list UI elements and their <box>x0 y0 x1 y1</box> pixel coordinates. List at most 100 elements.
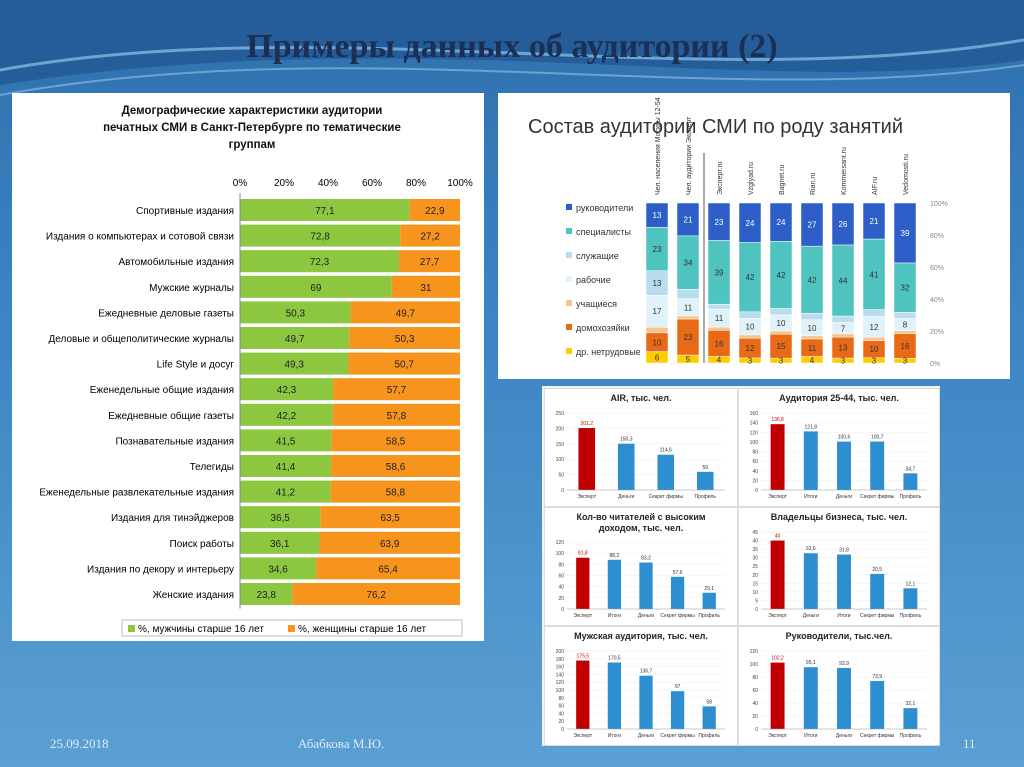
y-tick-label: 5 <box>755 598 758 604</box>
data-label: 83,2 <box>641 556 651 562</box>
male-bar <box>240 429 332 452</box>
y-tick-label: 160 <box>750 411 759 417</box>
segment-label: 10 <box>777 319 786 328</box>
bar <box>639 562 653 609</box>
data-label: 29,1 <box>704 586 714 592</box>
female-bar <box>331 429 460 452</box>
demographics-chart-title: Демографические характеристики аудитории… <box>103 105 401 151</box>
category-label: Деньги <box>638 733 654 739</box>
segment-label: 34 <box>684 259 693 268</box>
data-label: 73,9 <box>872 674 882 680</box>
footer-author: Абабкова М.Ю. <box>298 736 385 751</box>
bar <box>903 708 918 729</box>
legend-label: рабочие <box>576 275 611 285</box>
y-tick-label: 10 <box>752 590 758 596</box>
male-data-label: 36,5 <box>270 513 290 524</box>
female-data-label: 22,9 <box>425 206 445 217</box>
segment-label: 5 <box>686 355 691 364</box>
y-tick-label: 150 <box>556 442 565 448</box>
female-data-label: 58,6 <box>386 462 406 473</box>
bar <box>837 667 851 729</box>
segment-label: 32 <box>901 284 910 293</box>
occupation-segment <box>738 311 762 319</box>
segment-label: 15 <box>777 342 786 351</box>
female-bar <box>333 378 460 401</box>
legend-label-female: %, женщины старше 16 лет <box>298 624 426 635</box>
category-label: Профиль <box>900 733 922 739</box>
y-tick-label: 120 <box>556 680 565 686</box>
category-label: Автомобильные издания <box>118 256 234 268</box>
legend-swatch <box>566 228 572 234</box>
category-label: Чел. населения Москвы 12-54 <box>655 97 662 195</box>
category-label: Эксперт <box>768 494 787 500</box>
header-wave-decoration <box>0 0 1024 96</box>
category-label: Профиль <box>694 494 716 500</box>
segment-label: 11 <box>684 303 693 312</box>
female-bar <box>350 301 460 324</box>
segment-label: 41 <box>870 270 879 279</box>
y-tick-label: 50 <box>558 473 564 479</box>
segment-label: 10 <box>653 338 662 347</box>
category-label: Чел. аудитории Эксперт <box>686 116 693 195</box>
segment-label: 23 <box>715 218 724 227</box>
y-tick-label: 40 <box>752 701 758 707</box>
female-bar <box>391 275 460 298</box>
y-tick-label: 80% <box>930 233 944 240</box>
male-bar <box>240 403 333 426</box>
segment-label: 3 <box>872 356 877 365</box>
male-data-label: 49,3 <box>284 360 304 371</box>
y-tick-label: 100 <box>556 551 565 557</box>
category-label: Итоги <box>837 613 850 619</box>
bar <box>657 454 675 490</box>
male-data-label: 41,2 <box>276 488 296 499</box>
category-label: Эксперт <box>768 613 787 619</box>
female-bar <box>399 250 460 273</box>
occupation-segment <box>707 326 731 331</box>
female-data-label: 57,7 <box>387 385 407 396</box>
segment-label: 10 <box>746 323 755 332</box>
segment-label: 13 <box>839 344 848 353</box>
category-label: Vedomosti.ru <box>903 154 910 195</box>
y-tick-label: 0% <box>930 361 940 368</box>
male-data-label: 49,7 <box>285 334 305 345</box>
female-data-label: 27,7 <box>420 257 440 268</box>
y-tick-label: 35 <box>752 547 758 553</box>
category-label: Секрет фирмы <box>860 494 895 500</box>
y-tick-label: 15 <box>752 581 758 587</box>
segment-label: 3 <box>841 357 846 366</box>
male-bar <box>240 378 334 401</box>
occupation-segment <box>800 356 824 364</box>
male-data-label: 42,3 <box>277 385 297 396</box>
bar <box>803 431 818 490</box>
mini-chart-title: Руководители, тыс.чел. <box>785 631 893 641</box>
y-tick-label: 80 <box>558 562 564 568</box>
category-label: Эксперт.ru <box>717 161 724 195</box>
category-label: Телегиды <box>190 462 234 473</box>
legend-label: учащиеся <box>576 299 617 309</box>
female-data-label: 31 <box>420 283 432 294</box>
segment-label: 16 <box>901 342 910 351</box>
bar <box>803 553 818 609</box>
demographics-chart: 0% 20% 40% 60% 80% 100% Спортивные издания 77,1… <box>39 178 473 637</box>
category-label: Деньги <box>638 613 654 619</box>
slide-title: Примеры данных об аудитории (2) <box>246 28 778 65</box>
male-bar <box>240 583 293 605</box>
male-data-label: 72,8 <box>310 232 330 243</box>
legend-swatch <box>566 204 572 210</box>
category-label: Познавательные издания <box>115 436 234 447</box>
male-data-label: 41,4 <box>276 462 296 473</box>
segment-label: 10 <box>808 324 817 333</box>
category-label: Vzglyad.ru <box>748 162 755 195</box>
data-label: 170,5 <box>608 656 621 662</box>
bar <box>903 473 918 490</box>
mini-chart: Мужская аудитория, тыс. чел. 0 20 40 60 80 100… <box>544 626 738 746</box>
bar <box>617 443 635 490</box>
y-tick-label: 40 <box>752 539 758 545</box>
y-tick-label: 20% <box>930 329 944 336</box>
data-label: 93,9 <box>839 661 849 667</box>
segment-label: 11 <box>808 344 817 353</box>
bar <box>696 471 714 490</box>
data-label: 57,6 <box>673 570 683 576</box>
y-tick-label: 100 <box>556 457 565 463</box>
category-label: Секрет фирмы <box>860 613 895 619</box>
